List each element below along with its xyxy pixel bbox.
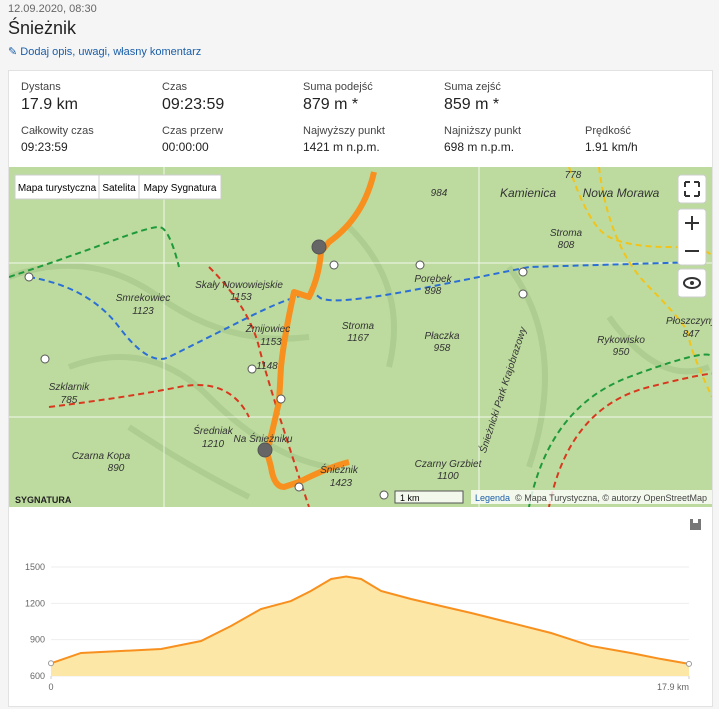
map-label: 890 bbox=[108, 463, 125, 474]
stat-value: 879 m * bbox=[303, 96, 359, 113]
map-label: Smrekowiec bbox=[116, 293, 170, 304]
fullscreen-button[interactable] bbox=[677, 174, 707, 204]
stat-value: 09:23:59 bbox=[21, 140, 68, 154]
map-tabs: Mapa turystyczna Satelita Mapy Sygnatura bbox=[14, 174, 222, 200]
map-label: Rykowisko bbox=[597, 335, 645, 346]
edit-text[interactable]: Dodaj opis, uwagi, własny komentarz bbox=[20, 46, 202, 58]
area bbox=[51, 576, 689, 676]
map-label: Nowa Morawa bbox=[583, 186, 660, 200]
line bbox=[50, 575, 690, 665]
stat-value: 1.91 km/h bbox=[585, 140, 638, 154]
terrain bbox=[9, 224, 711, 500]
map-label: Kamienica bbox=[500, 186, 556, 200]
map-label: 1100 bbox=[437, 471, 459, 482]
elevation-chart: 600 900 1200 1500 0 17.9 km bbox=[25, 519, 701, 692]
attribution: © Mapa Turystyczna, © autorzy OpenStreet… bbox=[515, 493, 707, 503]
x-tick-label: 0 bbox=[48, 682, 53, 692]
map-label: 1148 bbox=[256, 361, 278, 372]
map-logo: SYGNATURA bbox=[15, 495, 72, 505]
map-label: 984 bbox=[431, 188, 448, 199]
waypoints bbox=[24, 239, 528, 500]
map-label: 785 bbox=[61, 395, 78, 406]
zoom-icons bbox=[685, 216, 699, 252]
map-label: 898 bbox=[425, 286, 442, 297]
stat-label: Suma podejść bbox=[303, 81, 373, 93]
map-tab-label[interactable]: Mapa turystyczna bbox=[18, 183, 97, 194]
stat-value: 00:00:00 bbox=[162, 140, 209, 154]
fullscreen-icon bbox=[684, 181, 700, 197]
stat-value: 698 m n.p.m. bbox=[444, 140, 515, 154]
stat-label: Całkowity czas bbox=[21, 125, 94, 137]
map-label: Porębek bbox=[414, 274, 452, 285]
trails bbox=[9, 167, 712, 507]
scale-bar bbox=[394, 490, 464, 504]
map-label: 1153 bbox=[230, 292, 252, 303]
stat-label: Dystans bbox=[21, 81, 61, 93]
map-grid bbox=[9, 167, 712, 507]
y-tick-label: 900 bbox=[30, 635, 45, 645]
map-label: Szklarnik bbox=[49, 382, 91, 393]
scale-label: 1 km bbox=[400, 493, 420, 503]
eye-icon bbox=[683, 277, 701, 289]
map-label: 1123 bbox=[132, 306, 154, 317]
end-point bbox=[48, 660, 54, 667]
stat-label: Czas bbox=[162, 81, 188, 93]
map-label: 778 bbox=[565, 170, 582, 181]
y-tick-label: 600 bbox=[30, 671, 45, 681]
map-tab[interactable] bbox=[14, 174, 100, 200]
map-tab-label[interactable]: Satelita bbox=[102, 183, 136, 194]
card: Dystans 17.9 km Czas 09:23:59 Suma podejść 87… bbox=[8, 70, 713, 707]
stat-label: Najwyższy punkt bbox=[303, 125, 385, 137]
map-controls bbox=[677, 174, 707, 298]
map-label: Stroma bbox=[550, 228, 583, 239]
date: 12.09.2020, 08:30 bbox=[8, 3, 97, 15]
map: Mapa turystyczna Satelita Mapy Sygnatura S… bbox=[9, 167, 712, 507]
y-tick-label: 1500 bbox=[25, 562, 45, 572]
eye-pupil bbox=[690, 281, 694, 285]
stat-label: Najniższy punkt bbox=[444, 125, 522, 137]
map-label: Na Śnieżniku bbox=[234, 432, 293, 445]
map-label: 1210 bbox=[202, 439, 225, 450]
save-icon[interactable] bbox=[690, 519, 701, 530]
stat-label: Prędkość bbox=[585, 125, 631, 137]
stat-value: 09:23:59 bbox=[162, 96, 225, 113]
stat-value: 17.9 km bbox=[21, 96, 78, 113]
map-tab-label[interactable]: Mapy Sygnatura bbox=[144, 183, 217, 194]
map-label: 847 bbox=[683, 329, 700, 340]
map-label: Żmijowiec bbox=[245, 323, 290, 335]
end-point bbox=[686, 660, 692, 667]
map-tab[interactable] bbox=[98, 174, 140, 200]
route bbox=[264, 171, 377, 490]
map-label: 1167 bbox=[347, 333, 369, 344]
stat-value: 859 m * bbox=[444, 96, 500, 113]
map-tab[interactable] bbox=[138, 174, 222, 200]
map-label: Śnieżnik bbox=[320, 463, 359, 476]
map-label: Stroma bbox=[342, 321, 375, 332]
map-label: Czarna Kopa bbox=[72, 451, 131, 462]
stat-value: 1421 m n.p.m. bbox=[303, 140, 380, 154]
map-label: 950 bbox=[613, 347, 630, 358]
map-label: 808 bbox=[558, 240, 575, 251]
edit-link[interactable]: ✎ Dodaj opis, uwagi, własny komentarz bbox=[8, 46, 202, 58]
map-label: Płaczka bbox=[424, 331, 459, 342]
map-label: Skały Nowowiejskie bbox=[195, 280, 283, 291]
map-label: 1153 bbox=[260, 337, 282, 348]
map-label: Średniak bbox=[193, 424, 233, 437]
y-tick-label: 1200 bbox=[25, 598, 45, 608]
map-label: 1423 bbox=[330, 478, 353, 489]
stat-label: Suma zejść bbox=[444, 81, 501, 93]
title: Śnieżnik bbox=[8, 18, 77, 38]
legend-link[interactable]: Legenda bbox=[475, 493, 510, 503]
map-label: Czarny Grzbiet bbox=[415, 459, 483, 470]
map-label: Płoszczyny bbox=[666, 316, 712, 327]
stat-label: Czas przerw bbox=[162, 125, 224, 137]
x-tick-label: 17.9 km bbox=[657, 682, 689, 692]
attribution-bg bbox=[471, 490, 712, 504]
map-label: 958 bbox=[434, 343, 451, 354]
